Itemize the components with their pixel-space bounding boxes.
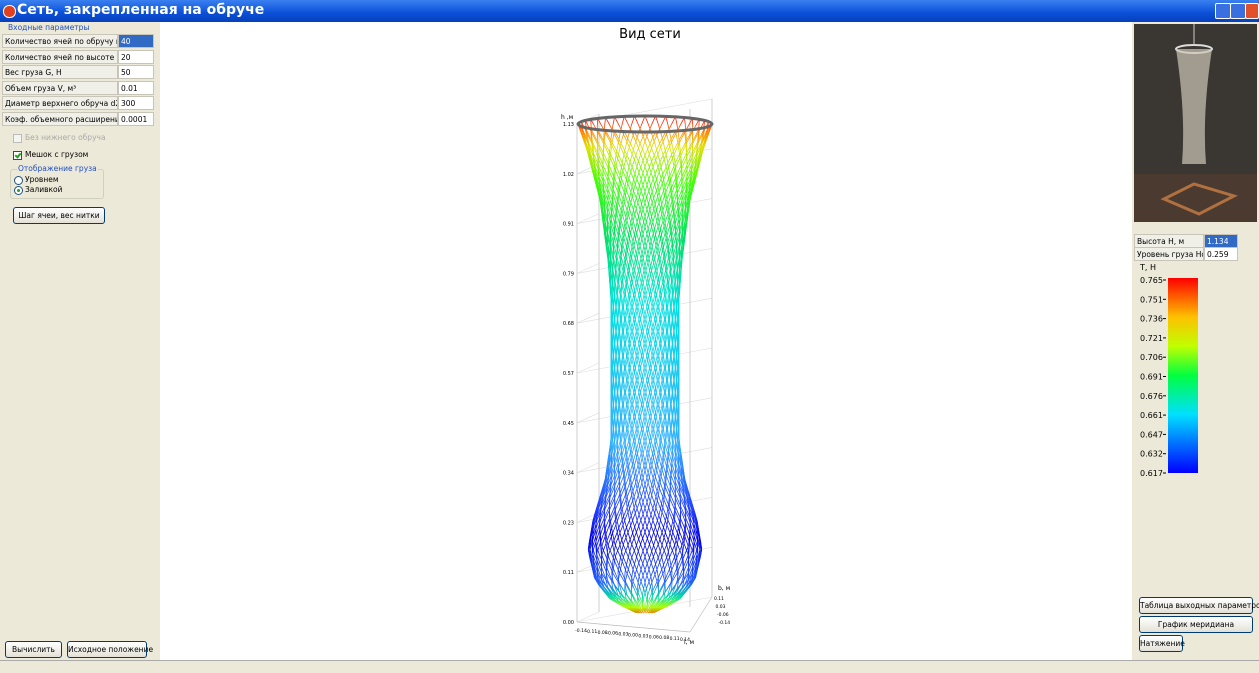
floor (1134, 174, 1257, 222)
h-tick-label: 0.79 (563, 271, 574, 277)
h-tick-label: 0.68 (563, 321, 574, 327)
param-label: Диаметр верхнего обруча d2, мм (2, 96, 118, 110)
param-label: Объем груза V, м³ (2, 81, 118, 95)
grid-line (577, 612, 599, 622)
colorbar-tick-label: 0.617 (1140, 469, 1163, 478)
param-input[interactable]: 40 (118, 34, 154, 48)
check-mark (15, 151, 22, 158)
grid-line (577, 363, 599, 373)
colorbar-tick-label: 0.632 (1140, 450, 1163, 459)
b-tick-label: 0.11 (714, 596, 724, 602)
h-axis-label: h ,м (561, 114, 573, 121)
top-hoop (578, 116, 712, 132)
h-tick-label: 0.11 (563, 570, 574, 576)
b-tick-label: -0.06 (717, 612, 729, 618)
action-button[interactable]: Вычислить (5, 641, 62, 658)
output-value: 0.259 (1204, 247, 1238, 261)
colorbar-tick-label: 0.765 (1140, 276, 1163, 285)
window: Сеть, закрепленная на обруче Входные пар… (0, 0, 1259, 672)
checkbox-label: Без нижнего обруча (25, 133, 106, 142)
output-button[interactable]: Натяжение (1139, 635, 1183, 652)
mesh-button[interactable]: Шаг ячеи, вес нитки (13, 207, 105, 224)
param-label: Количество ячей по высоте m (2, 50, 118, 64)
action-button[interactable]: Исходное положение (67, 641, 147, 658)
l-axis-label: l, м (684, 639, 694, 646)
radio-label: Заливкой (25, 185, 63, 194)
group-title: Отображение груза (17, 164, 98, 173)
param-input[interactable]: 0.01 (118, 81, 154, 95)
title-bar: Сеть, закрепленная на обруче (0, 0, 1259, 22)
radio-label: Уровнем (25, 175, 59, 184)
radio-dot (17, 189, 20, 192)
h-tick-label: 0.23 (563, 520, 574, 526)
h-tick-label: 0.34 (563, 471, 574, 477)
group-box (10, 169, 104, 199)
colorbar-tick-label: 0.721 (1140, 334, 1163, 343)
l-tick-label: 0.06 (649, 634, 659, 640)
colorbar-tick-label: 0.676 (1140, 392, 1163, 401)
net (1176, 49, 1212, 164)
photo (1134, 24, 1257, 222)
grid-line (577, 463, 599, 473)
output-label: Уровень груза Hc, м (1134, 247, 1204, 261)
h-tick-label: 0.57 (563, 371, 574, 377)
b-tick-label: -0.14 (719, 620, 731, 626)
h-tick-label: 1.02 (563, 172, 574, 178)
app-icon (3, 5, 16, 18)
close[interactable] (1245, 3, 1259, 19)
param-label: Вес груза G, Н (2, 65, 118, 79)
grid-line (577, 313, 599, 323)
h-tick-label: 0.45 (563, 421, 574, 427)
param-label: Количество ячей по обручу n (2, 34, 118, 48)
b-tick-label: 0.03 (716, 604, 726, 610)
colorbar-tick-label: 0.706 (1140, 353, 1163, 362)
param-input[interactable]: 20 (118, 50, 154, 64)
grid-line (577, 263, 599, 273)
h-tick-label: 1.13 (563, 122, 574, 128)
checkbox[interactable] (13, 151, 22, 160)
param-input[interactable]: 50 (118, 65, 154, 79)
left-panel: Входные параметры Количество ячей по обру… (0, 22, 160, 660)
param-input[interactable]: 0.0001 (118, 112, 154, 126)
colorbar-tick-label: 0.691 (1140, 373, 1163, 382)
l-tick-label: 0.00 (628, 633, 638, 639)
colorbar-gradient (1168, 278, 1198, 473)
colorbar-label: T, Н (1139, 263, 1156, 272)
colorbar-tick-label: 0.661 (1140, 411, 1163, 420)
h-tick-label: 0.00 (563, 620, 574, 626)
l-tick-label: 0.03 (638, 633, 648, 639)
param-label: Коэф. объемного расширения k (2, 112, 118, 126)
param-input[interactable]: 300 (118, 96, 154, 110)
status-bar (0, 660, 1259, 673)
l-tick-label: 0.11 (670, 636, 680, 642)
grid-line (577, 413, 599, 423)
box-edge (690, 597, 712, 632)
checkbox[interactable] (13, 134, 22, 143)
photo-image (1134, 24, 1257, 222)
output-value: 1.134 (1204, 234, 1238, 248)
minimize[interactable] (1215, 3, 1231, 19)
l-tick-label: -0.03 (617, 632, 629, 638)
colorbar-tick-label: 0.647 (1140, 430, 1163, 439)
radio[interactable] (14, 176, 23, 185)
plot-title: Вид сети (619, 27, 681, 42)
colorbar-tick-label: 0.751 (1140, 295, 1163, 304)
maximize[interactable] (1230, 3, 1246, 19)
inputs-title: Входные параметры (8, 23, 89, 32)
h-tick-label: 0.91 (563, 222, 574, 228)
radio[interactable] (14, 186, 23, 195)
output-label: Высота H, м (1134, 234, 1204, 248)
colorbar-tick-label: 0.736 (1140, 315, 1163, 324)
checkbox-label: Мешок с грузом (25, 150, 88, 159)
grid-line (577, 214, 599, 224)
colorbar: T, Н 0.765 0.751 0.736 0.721 0.706 0.691 0.676 0… (1132, 260, 1259, 480)
l-tick-label: 0.08 (659, 635, 669, 641)
net-view: Вид сети h ,м 0.00 0.11 0.23 0.34 0.45 0.57 0.68… (160, 22, 1132, 660)
window-title: Сеть, закрепленная на обруче (17, 2, 264, 18)
output-button[interactable]: Таблица выходных параметров (1139, 597, 1253, 614)
output-button[interactable]: График меридиана (1139, 616, 1253, 633)
b-axis-label: b, м (718, 585, 730, 592)
